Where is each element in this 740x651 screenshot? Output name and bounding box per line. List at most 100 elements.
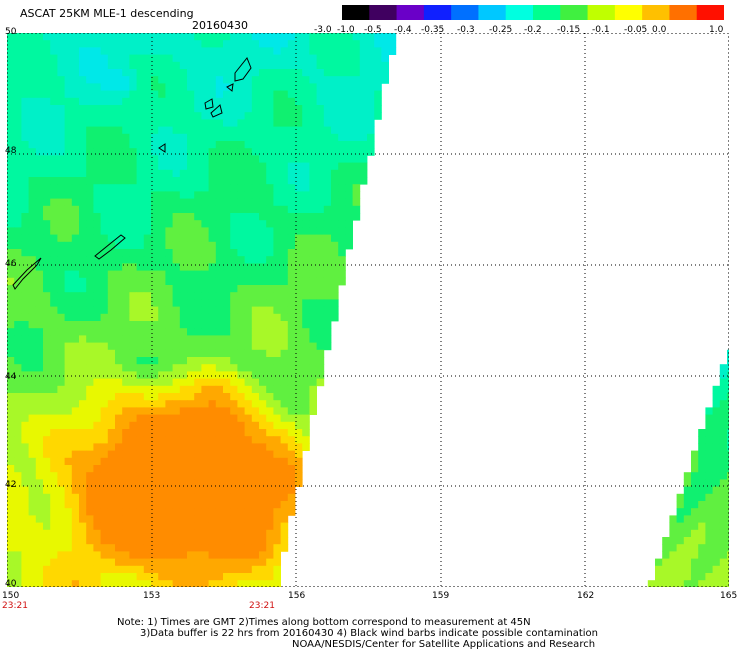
data-cell [122, 133, 130, 142]
data-cell [64, 198, 73, 207]
data-cell [7, 472, 15, 480]
data-cell [21, 112, 29, 120]
data-cell [719, 457, 728, 466]
data-cell [28, 349, 37, 358]
data-cell [266, 328, 274, 336]
data-cell [215, 263, 224, 271]
data-cell [280, 270, 289, 279]
data-cell [259, 364, 267, 372]
data-cell [194, 220, 202, 228]
data-cell [338, 213, 346, 221]
data-cell [691, 479, 699, 487]
data-cell [107, 558, 116, 567]
data-cell [129, 112, 137, 120]
data-cell [295, 306, 303, 315]
data-cell [251, 241, 260, 250]
data-cell [136, 126, 145, 135]
data-cell [237, 133, 245, 142]
data-cell [179, 479, 188, 487]
data-cell [676, 580, 685, 587]
data-cell [122, 90, 130, 99]
data-cell [302, 141, 310, 149]
data-cell [194, 277, 202, 286]
data-cell [215, 529, 224, 538]
data-cell [71, 162, 80, 171]
data-cell [172, 414, 181, 423]
map-frame [7, 33, 729, 587]
data-cell [259, 270, 267, 279]
data-cell [136, 184, 145, 192]
data-cell [244, 112, 253, 120]
data-cell [705, 493, 713, 502]
data-cell [129, 357, 137, 365]
data-cell [352, 61, 361, 70]
data-cell [122, 40, 130, 48]
color-scale-label: -0.15 [557, 25, 581, 35]
data-cell [194, 90, 202, 99]
data-cell [100, 479, 109, 487]
data-cell [151, 213, 159, 221]
data-cell [331, 234, 339, 243]
data-cell [172, 198, 181, 207]
data-cell [100, 213, 109, 221]
data-cell [244, 414, 253, 423]
data-cell [237, 349, 245, 358]
data-cell [100, 429, 109, 437]
data-cell [14, 105, 22, 113]
data-cell [727, 364, 729, 372]
data-cell [259, 508, 267, 516]
data-cell [295, 277, 303, 286]
data-cell [122, 501, 130, 509]
data-cell [273, 522, 281, 531]
data-cell [43, 83, 51, 91]
data-cell [14, 529, 22, 538]
data-cell [251, 429, 260, 437]
data-cell [273, 306, 281, 315]
data-cell [201, 277, 209, 286]
data-cell [100, 515, 109, 523]
data-cell [28, 414, 37, 423]
data-cell [143, 227, 152, 235]
data-cell [165, 371, 173, 379]
data-cell [194, 162, 202, 171]
data-cell [143, 69, 152, 77]
data-cell [287, 119, 296, 127]
data-cell [172, 364, 181, 372]
data-cell [266, 544, 274, 552]
data-cell [50, 342, 58, 351]
data-cell [71, 436, 80, 444]
data-cell [273, 328, 281, 336]
data-cell [251, 148, 260, 156]
data-cell [64, 385, 73, 394]
data-cell [223, 198, 231, 207]
data-cell [35, 213, 44, 221]
data-cell [64, 357, 73, 365]
data-cell [50, 349, 58, 358]
data-cell [158, 141, 166, 149]
data-cell [251, 573, 260, 581]
data-cell [295, 299, 303, 307]
data-cell [309, 213, 317, 221]
data-cell [237, 414, 245, 423]
data-cell [14, 61, 22, 70]
data-cell [201, 191, 209, 199]
data-cell [115, 205, 123, 214]
data-cell [43, 558, 51, 567]
data-cell [705, 565, 713, 574]
data-cell [172, 421, 181, 430]
data-cell [201, 112, 209, 120]
data-cell [187, 162, 195, 171]
data-cell [107, 501, 116, 509]
data-cell [215, 292, 224, 300]
data-cell [35, 33, 44, 41]
data-cell [187, 126, 195, 135]
data-cell [727, 472, 729, 480]
data-cell [208, 76, 217, 84]
data-cell [201, 198, 209, 207]
data-cell [280, 213, 289, 221]
data-cell [136, 393, 145, 401]
data-cell [280, 529, 289, 538]
data-cell [712, 414, 721, 423]
data-cell [259, 119, 267, 127]
data-cell [187, 414, 195, 423]
